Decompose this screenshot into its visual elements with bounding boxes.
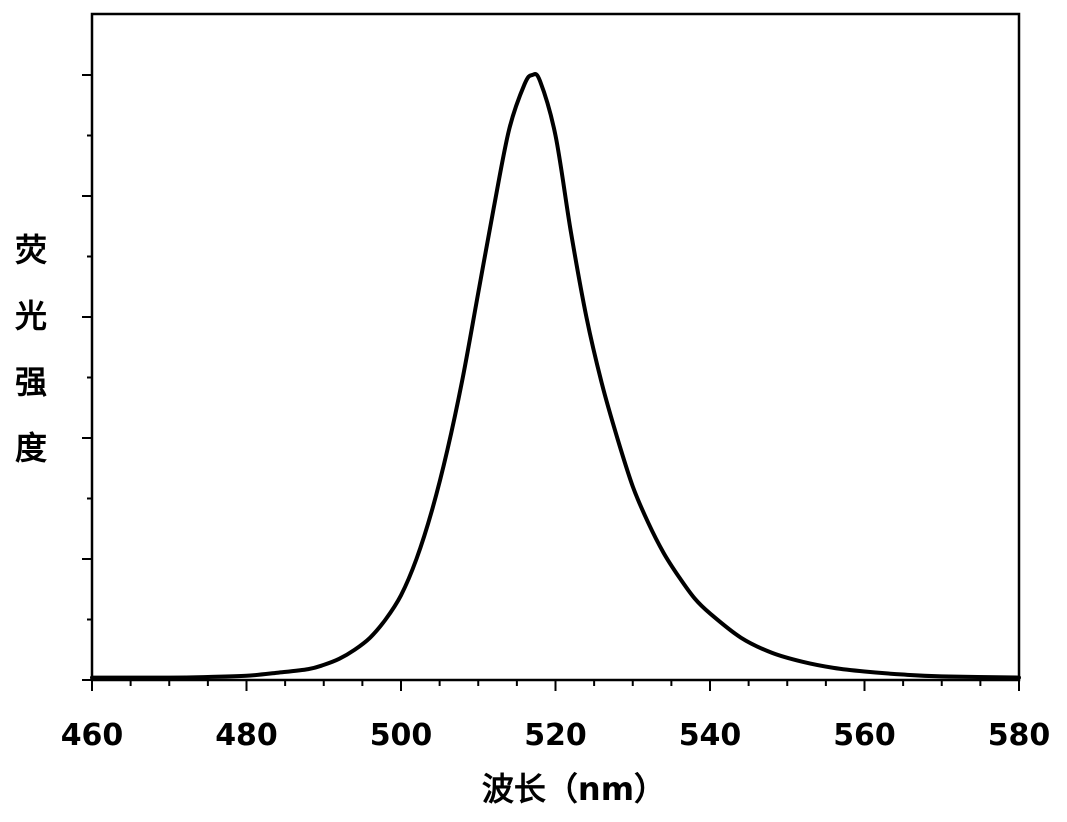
y-ticks <box>82 74 92 681</box>
x-tick-label: 460 <box>61 718 124 753</box>
x-tick-label: 580 <box>988 718 1051 753</box>
series-layer <box>90 72 1021 680</box>
plot-frame <box>90 12 1021 682</box>
x-tick-label: 520 <box>524 718 587 753</box>
fluorescence-spectrum-line <box>90 72 1021 680</box>
x-tick-label: 500 <box>370 718 433 753</box>
x-tick-label: 480 <box>215 718 278 753</box>
x-tick-label: 540 <box>679 718 742 753</box>
x-tick-label: 560 <box>833 718 896 753</box>
y-axis-title: 荧光强度 <box>15 231 47 467</box>
x-axis-title: 波长（nm） <box>482 770 666 808</box>
plot-border <box>90 12 1021 682</box>
x-ticks: 460 480 500 520 540 560 580 <box>61 680 1051 753</box>
labels: 波长（nm） 荧光强度 <box>15 231 666 808</box>
